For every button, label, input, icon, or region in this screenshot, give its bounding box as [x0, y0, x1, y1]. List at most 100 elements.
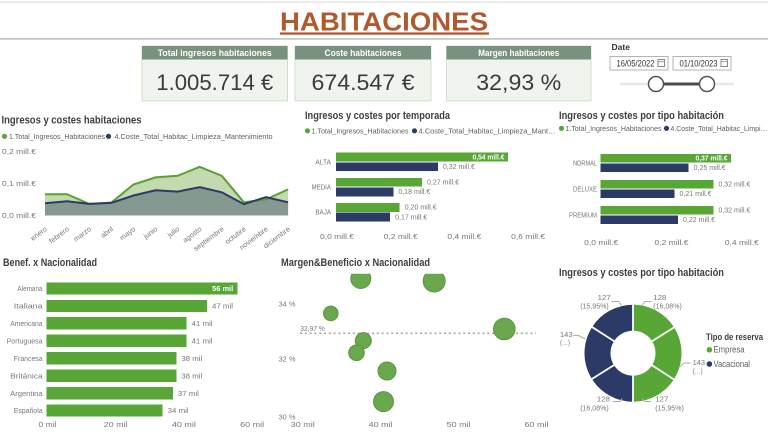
svg-text:Benef. x Nacionalidad: Benef. x Nacionalidad	[3, 257, 97, 269]
svg-text:marzo: marzo	[72, 224, 93, 243]
svg-text:0,2 mill.€: 0,2 mill.€	[2, 147, 37, 156]
svg-text:HABITACIONES: HABITACIONES	[280, 6, 488, 36]
svg-text:0,54 mill.€: 0,54 mill.€	[472, 152, 505, 161]
svg-text:0,32 mill.€: 0,32 mill.€	[718, 180, 751, 189]
svg-text:0,17 mill.€: 0,17 mill.€	[395, 212, 428, 221]
svg-text:0,22 mill.€: 0,22 mill.€	[683, 215, 716, 224]
svg-text:0,0 mill.€: 0,0 mill.€	[320, 232, 355, 241]
svg-text:0,0 mill.€: 0,0 mill.€	[584, 238, 619, 247]
svg-text:50 mil: 50 mil	[447, 420, 471, 429]
svg-text:BAJA: BAJA	[315, 208, 331, 217]
svg-text:40 mil: 40 mil	[369, 420, 393, 429]
svg-text:32,93 %: 32,93 %	[476, 70, 561, 95]
svg-text:mayo: mayo	[118, 224, 137, 242]
svg-text:16/05/2022: 16/05/2022	[617, 59, 655, 69]
svg-text:Coste habitaciones: Coste habitaciones	[325, 48, 402, 58]
svg-text:(16,08%): (16,08%)	[653, 302, 682, 311]
svg-text:PREMIUM: PREMIUM	[569, 211, 597, 220]
svg-text:32,97 %: 32,97 %	[300, 324, 325, 333]
svg-text:1.Total_Ingresos_Habitaciones: 1.Total_Ingresos_Habitaciones	[566, 124, 662, 133]
svg-text:0,6 mill.€: 0,6 mill.€	[511, 232, 546, 241]
svg-text:Margen habitaciones: Margen habitaciones	[478, 48, 559, 58]
svg-text:febrero: febrero	[47, 224, 71, 245]
svg-text:0,32 mill.€: 0,32 mill.€	[443, 162, 476, 171]
svg-text:Ingresos y costes por tipo hab: Ingresos y costes por tipo habitación	[559, 267, 724, 279]
svg-text:37 mil: 37 mil	[178, 389, 199, 398]
svg-text:674.547 €: 674.547 €	[312, 70, 415, 95]
svg-text:(16,08%): (16,08%)	[580, 404, 609, 413]
svg-text:(15,95%): (15,95%)	[580, 302, 609, 311]
svg-text:56 mil: 56 mil	[212, 284, 233, 293]
svg-text:0,4 mill.€: 0,4 mill.€	[447, 232, 482, 241]
svg-text:60 mil: 60 mil	[525, 420, 549, 429]
svg-text:32 %: 32 %	[279, 354, 296, 363]
svg-text:NORMAL: NORMAL	[573, 159, 597, 168]
svg-text:128: 128	[597, 395, 610, 404]
svg-text:0,4 mill.€: 0,4 mill.€	[725, 238, 760, 247]
svg-text:4.Coste_Total_Habitac_Limpieza: 4.Coste_Total_Habitac_Limpieza_Mantenimi…	[115, 132, 273, 141]
svg-text:30 mil: 30 mil	[291, 420, 315, 429]
svg-text:Española: Española	[14, 406, 44, 415]
svg-text:enero: enero	[29, 224, 49, 242]
svg-text:Ingresos y costes por tipo hab: Ingresos y costes por tipo habitación	[559, 110, 724, 122]
svg-text:4.Coste_Total_Habitac_Limpieza: 4.Coste_Total_Habitac_Limpieza_Mant…	[419, 127, 556, 136]
svg-text:Total ingresos habitaciones: Total ingresos habitaciones	[158, 48, 272, 58]
svg-text:julio: julio	[165, 224, 181, 239]
svg-text:20 mil: 20 mil	[104, 420, 128, 429]
svg-text:Tipo de reserva: Tipo de reserva	[706, 332, 764, 342]
svg-text:0,27 mill.€: 0,27 mill.€	[427, 178, 460, 187]
svg-text:34 %: 34 %	[279, 300, 296, 309]
svg-text:127: 127	[655, 395, 668, 404]
svg-text:(15,95%): (15,95%)	[655, 404, 684, 413]
svg-text:Margen&Beneficio x Nacionalida: Margen&Beneficio x Nacionalidad	[281, 257, 430, 269]
svg-text:41 mil: 41 mil	[192, 319, 213, 328]
svg-text:Vacacional: Vacacional	[714, 359, 751, 369]
svg-text:4.Coste_Total_Habitac_Limpi…: 4.Coste_Total_Habitac_Limpi…	[671, 124, 768, 133]
svg-text:1.Total_Ingresos_Habitaciones: 1.Total_Ingresos_Habitaciones	[312, 127, 409, 136]
svg-text:0,32 mill.€: 0,32 mill.€	[718, 206, 751, 215]
svg-text:Argentina: Argentina	[10, 389, 43, 398]
svg-text:143: 143	[560, 330, 573, 339]
svg-text:60 mil: 60 mil	[240, 420, 264, 429]
svg-text:Británica: Británica	[10, 371, 43, 380]
svg-text:0,37 mill.€: 0,37 mill.€	[696, 154, 729, 163]
svg-text:0 mil: 0 mil	[39, 420, 57, 429]
svg-text:0,20 mill.€: 0,20 mill.€	[405, 203, 438, 212]
svg-text:41 mil: 41 mil	[192, 336, 213, 345]
svg-text:40 mil: 40 mil	[172, 420, 196, 429]
svg-text:30 %: 30 %	[279, 412, 296, 421]
svg-text:Ingresos y costes habitaciones: Ingresos y costes habitaciones	[2, 115, 142, 127]
svg-text:0,25 mill.€: 0,25 mill.€	[694, 163, 727, 172]
svg-text:ALTA: ALTA	[315, 157, 331, 166]
svg-text:38 mil: 38 mil	[181, 354, 202, 363]
svg-text:0,1 mill.€: 0,1 mill.€	[2, 179, 37, 188]
svg-text:143: 143	[693, 358, 706, 367]
svg-text:Ingresos y costes por temporad: Ingresos y costes por temporada	[305, 110, 451, 122]
svg-text:abril: abril	[99, 224, 116, 240]
svg-text:Alemana: Alemana	[17, 284, 43, 293]
svg-text:127: 127	[598, 293, 611, 302]
svg-text:Portuguesa: Portuguesa	[7, 336, 44, 345]
svg-text:0,2 mill.€: 0,2 mill.€	[655, 238, 690, 247]
svg-text:Francesa: Francesa	[14, 354, 44, 363]
svg-text:Date: Date	[612, 42, 631, 52]
svg-text:34 mil: 34 mil	[168, 406, 189, 415]
svg-text:47 mil: 47 mil	[212, 301, 233, 310]
svg-text:(…): (…)	[693, 366, 703, 375]
svg-text:Americana: Americana	[10, 319, 43, 328]
svg-text:38 mil: 38 mil	[181, 371, 202, 380]
svg-text:Italiana: Italiana	[14, 301, 44, 310]
svg-text:0,21 mill.€: 0,21 mill.€	[680, 189, 713, 198]
svg-text:DELUXE: DELUXE	[573, 185, 597, 194]
svg-text:128: 128	[653, 293, 666, 302]
svg-text:1.005.714 €: 1.005.714 €	[156, 70, 273, 95]
svg-text:(…): (…)	[560, 338, 570, 347]
svg-text:0,18 mill.€: 0,18 mill.€	[398, 187, 431, 196]
svg-text:01/10/2023: 01/10/2023	[680, 59, 718, 69]
svg-text:MEDIA: MEDIA	[312, 183, 332, 192]
svg-text:Empresa: Empresa	[714, 345, 745, 355]
svg-text:1.Total_Ingresos_Habitaciones: 1.Total_Ingresos_Habitaciones	[9, 132, 105, 141]
svg-text:0,0 mill.€: 0,0 mill.€	[2, 211, 37, 220]
svg-text:0,2 mill.€: 0,2 mill.€	[384, 232, 419, 241]
svg-text:junio: junio	[141, 224, 159, 241]
